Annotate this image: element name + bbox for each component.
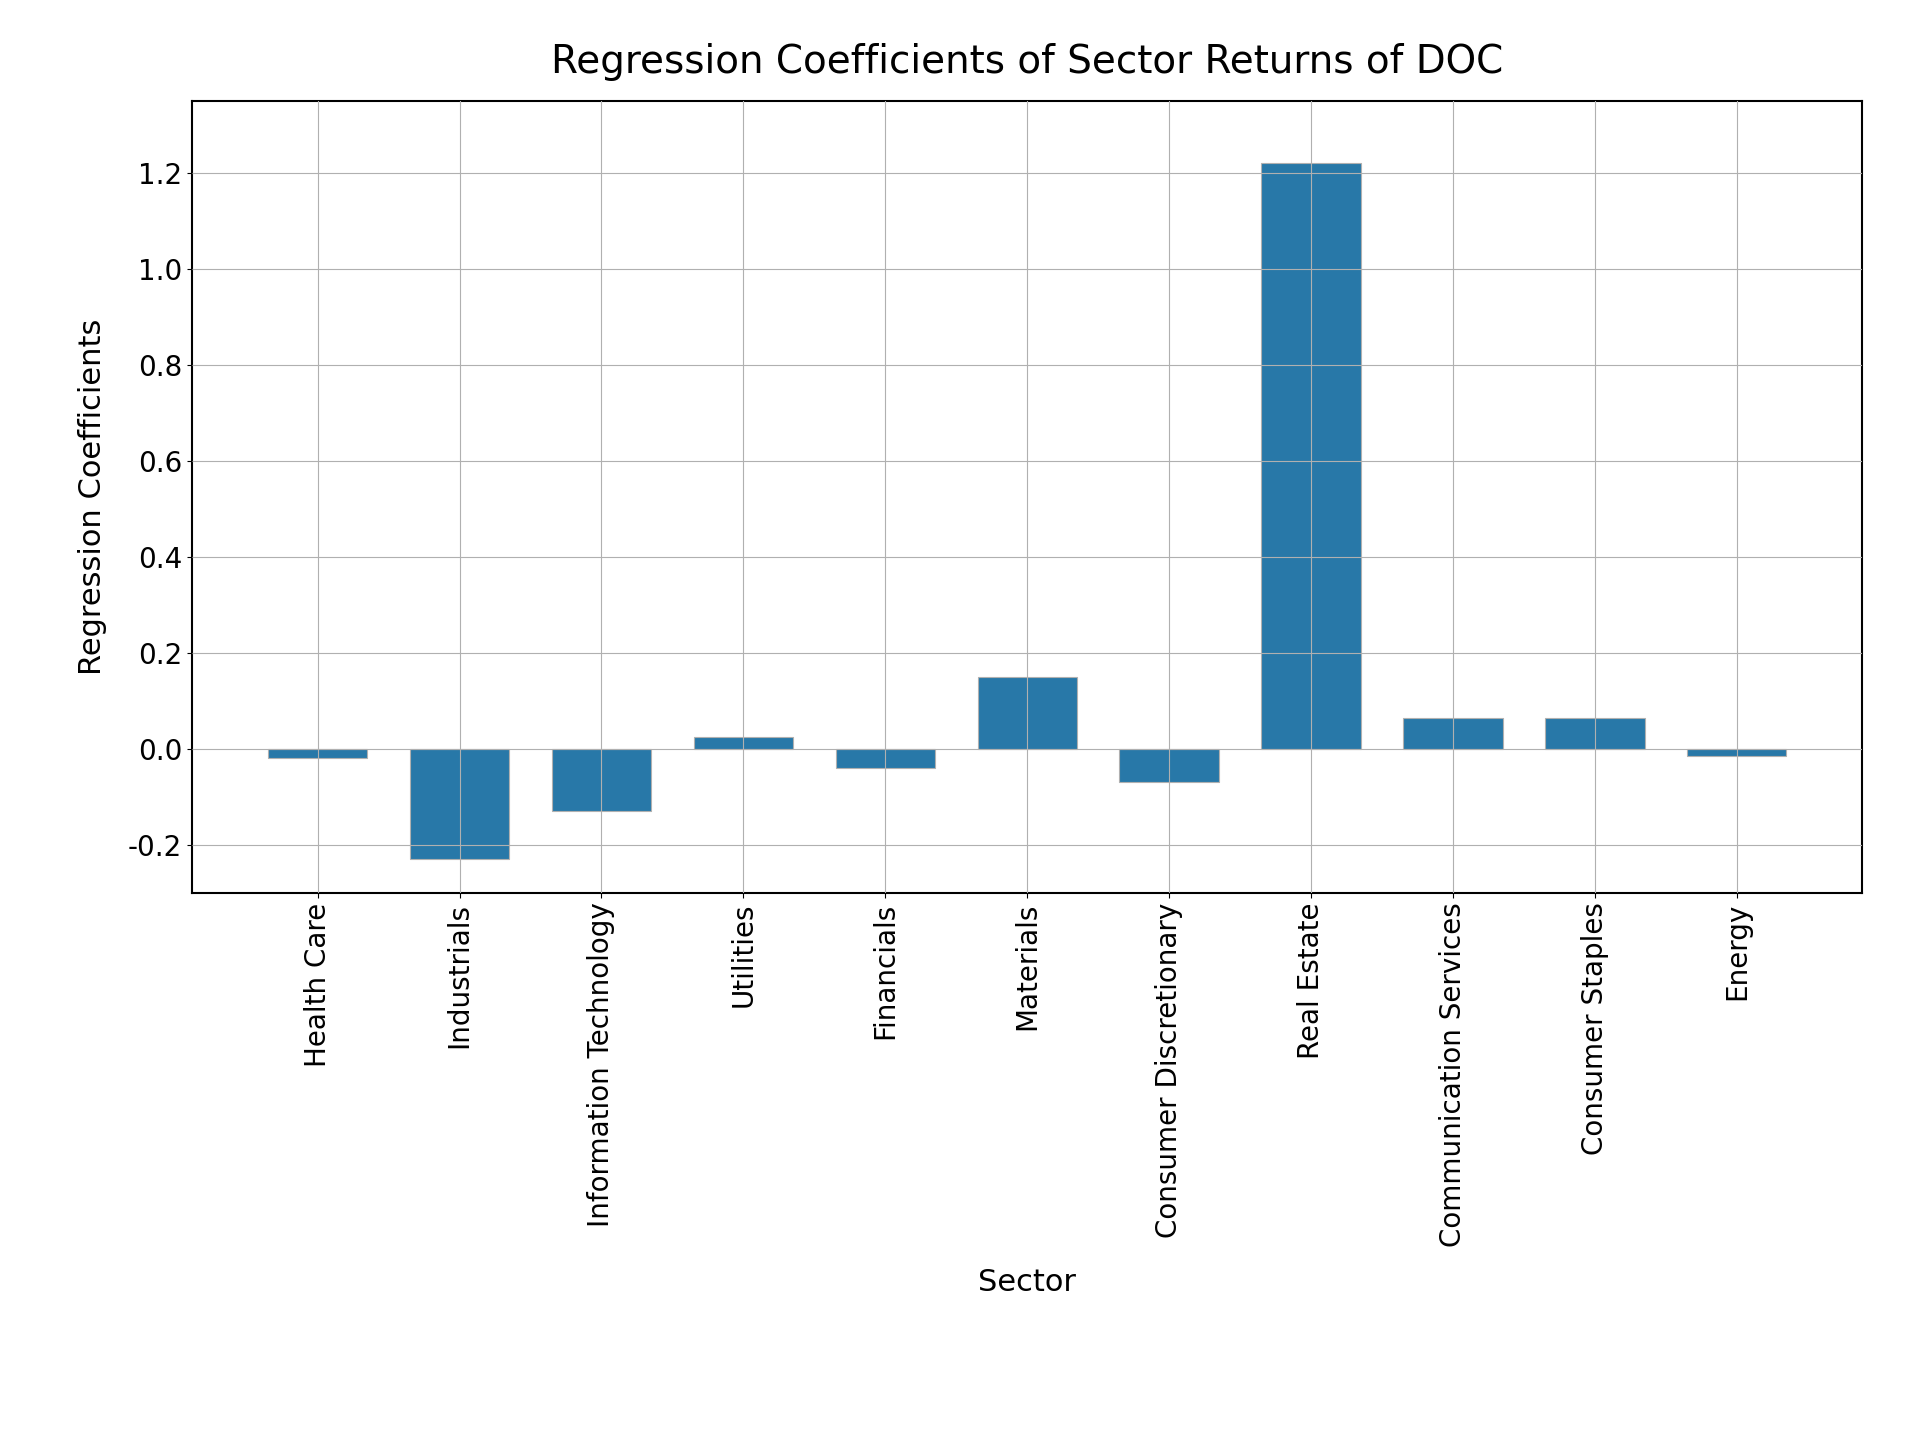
- Bar: [269, 749, 367, 759]
- Bar: [1688, 749, 1786, 756]
- Bar: [835, 749, 935, 768]
- Bar: [1404, 717, 1503, 749]
- Bar: [693, 737, 793, 749]
- Bar: [1261, 163, 1361, 749]
- Bar: [409, 749, 509, 860]
- Bar: [1119, 749, 1219, 782]
- Bar: [551, 749, 651, 811]
- X-axis label: Sector: Sector: [977, 1269, 1077, 1297]
- Bar: [1546, 717, 1645, 749]
- Bar: [977, 677, 1077, 749]
- Y-axis label: Regression Coefficients: Regression Coefficients: [79, 318, 108, 675]
- Title: Regression Coefficients of Sector Returns of DOC: Regression Coefficients of Sector Return…: [551, 43, 1503, 81]
